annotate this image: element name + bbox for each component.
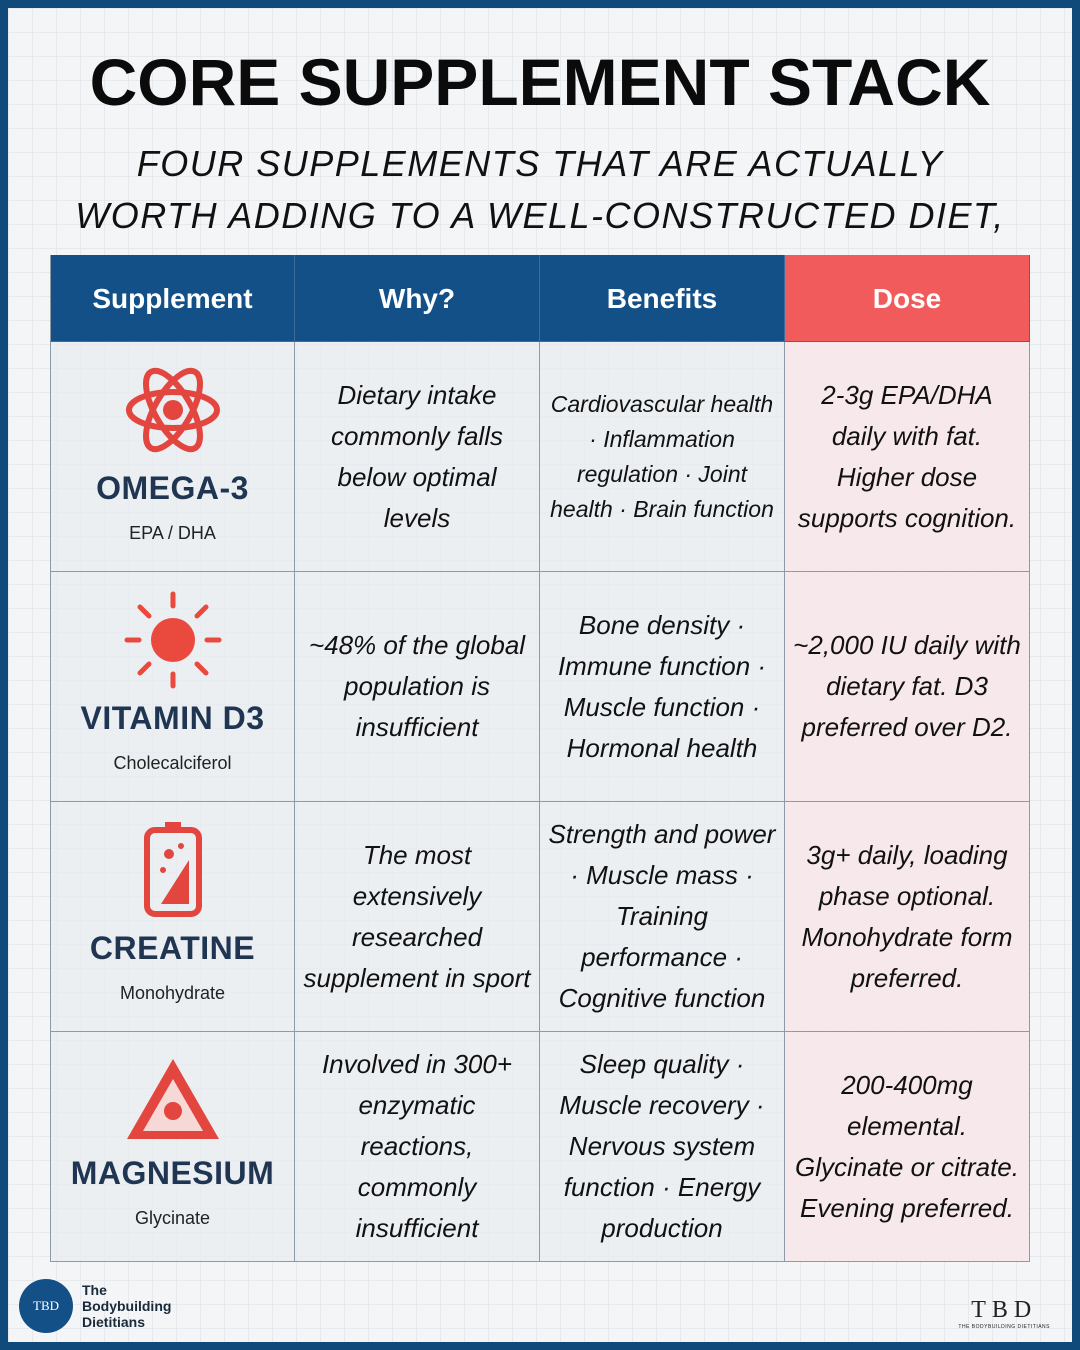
supplement-cell: MAGNESIUM Glycinate — [50, 1032, 295, 1262]
brand-line: The — [82, 1282, 107, 1298]
why-cell: Dietary intake commonly falls below opti… — [295, 342, 540, 572]
brand-name: The Bodybuilding Dietitians — [82, 1282, 171, 1330]
logo-right-sub: THE BODYBUILDING DIETITIANS — [958, 1324, 1050, 1330]
supplement-cell: CREATINE Monohydrate — [50, 802, 295, 1032]
column-header: Supplement — [50, 255, 295, 342]
supplement-form: Monohydrate — [119, 982, 226, 1003]
creatine-icon — [143, 821, 202, 917]
supplement-table: Supplement Why? Benefits Dose OMEGA-3 EP… — [50, 255, 1030, 1262]
supplement-cell: OMEGA-3 EPA / DHA — [50, 342, 295, 572]
brand: TBD The Bodybuilding Dietitians — [18, 1278, 171, 1334]
why-cell: ~48% of the global population is insuffi… — [295, 572, 540, 802]
benefits-cell: Bone density · Immune function · Muscle … — [540, 572, 785, 802]
supplement-name: VITAMIN D3 — [80, 699, 265, 736]
dose-cell: 200-400mg elemental. Glycinate or citrat… — [785, 1032, 1030, 1262]
column-header: Benefits — [540, 255, 785, 342]
brand-logo: TBD — [19, 1279, 73, 1333]
logo-right: TBD THE BODYBUILDING DIETITIANS — [958, 1297, 1050, 1330]
dose-cell: 3g+ daily, loading phase optional. Monoh… — [785, 802, 1030, 1032]
supplement-form: Glycinate — [134, 1207, 211, 1228]
benefits-cell: Strength and power · Muscle mass · Train… — [540, 802, 785, 1032]
supplement-name: MAGNESIUM — [70, 1154, 275, 1191]
supplement-name: CREATINE — [89, 929, 256, 966]
dose-cell: 2-3g EPA/DHA daily with fat. Higher dose… — [785, 342, 1030, 572]
brand-line: Bodybuilding — [82, 1298, 172, 1314]
dose-cell: ~2,000 IU daily with dietary fat. D3 pre… — [785, 572, 1030, 802]
brand-logo-text: TBD — [33, 1298, 59, 1313]
sun-icon — [124, 591, 221, 688]
benefits-cell: Sleep quality · Muscle recovery · Nervou… — [540, 1032, 785, 1262]
logo-right-text: TBD — [971, 1297, 1038, 1323]
supplement-form: EPA / DHA — [129, 522, 216, 543]
benefits-cell: Cardiovascular health · Inflammation reg… — [540, 342, 785, 572]
why-cell: The most extensively researched suppleme… — [295, 802, 540, 1032]
title: CORE SUPPLEMENT STACK — [89, 45, 991, 119]
atom-icon — [125, 367, 220, 452]
supplement-name: OMEGA-3 — [96, 469, 249, 506]
brand-line: Dietitians — [82, 1314, 146, 1330]
supplement-form: Cholecalciferol — [113, 752, 232, 773]
supplement-cell: VITAMIN D3 Cholecalciferol — [50, 572, 295, 802]
column-header: Dose — [785, 255, 1030, 342]
subtitle: FOUR SUPPLEMENTS THAT ARE ACTUALLY WORTH… — [75, 143, 1005, 288]
why-cell: Involved in 300+ enzymatic reactions, co… — [295, 1032, 540, 1262]
column-header: Why? — [295, 255, 540, 342]
triangle-icon — [126, 1058, 219, 1139]
